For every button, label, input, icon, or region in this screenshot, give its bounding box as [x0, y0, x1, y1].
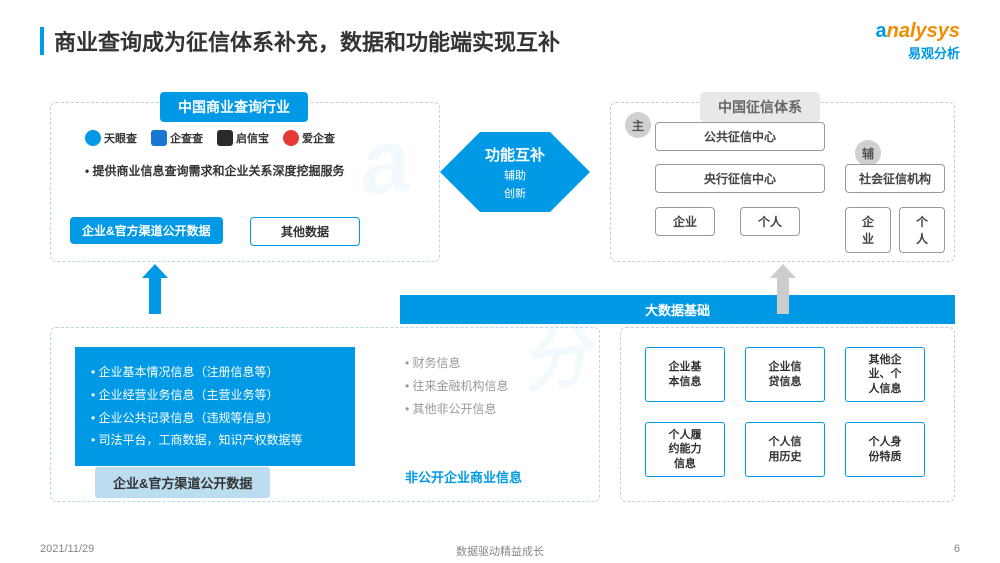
footer-tagline: 数据驱动精益成长	[456, 543, 544, 559]
center-main: 功能互补	[485, 144, 545, 165]
box-central-bank: 央行征信中心	[655, 164, 825, 193]
blue-item: 企业经营业务信息（主营业务等）	[91, 384, 339, 407]
info-chip: 其他企业、个人信息	[845, 347, 925, 402]
band-bigdata: 大数据基础	[400, 295, 955, 324]
slide-title: 商业查询成为征信体系补充，数据和功能端实现互补	[54, 25, 560, 57]
gray-item: 财务信息	[405, 352, 509, 375]
company-tianyancha: 天眼查	[85, 130, 137, 146]
center-sub2: 创新	[504, 185, 526, 201]
right-section-title: 中国征信体系	[700, 92, 820, 122]
blue-info-block: 企业基本情况信息（注册信息等） 企业经营业务信息（主营业务等） 企业公共记录信息…	[75, 347, 355, 466]
diagram-canvas: a 分 中国商业查询行业 天眼查 企查查 启信宝 爱企查 提供商业信息查询需求和…	[0, 72, 1000, 542]
box-enterprise: 企业	[655, 207, 715, 236]
arrow-right-icon	[550, 132, 590, 212]
info-chip: 企业基本信息	[645, 347, 725, 402]
logo-main: analysys	[875, 20, 960, 43]
box-public-credit: 公共征信中心	[655, 122, 825, 151]
badge-aux: 辅	[855, 140, 881, 166]
chip-public-data: 企业&官方渠道公开数据	[70, 217, 223, 244]
arrow-up-gray-icon	[770, 264, 796, 299]
slide-header: 商业查询成为征信体系补充，数据和功能端实现互补 analysys 易观分析	[0, 0, 1000, 72]
company-qichacha: 企查查	[151, 130, 203, 146]
analysys-logo: analysys 易观分析	[875, 20, 960, 62]
blue-item: 企业公共记录信息（违规等信息）	[91, 407, 339, 430]
left-desc: 提供商业信息查询需求和企业关系深度挖掘服务	[85, 162, 345, 179]
gray-info-list: 财务信息 往来金融机构信息 其他非公开信息	[405, 352, 509, 420]
center-bidir-arrow: 功能互补 辅助 创新	[440, 132, 590, 212]
blue-item: 司法平台，工商数据，知识产权数据等	[91, 429, 339, 452]
arrow-left-icon	[440, 132, 480, 212]
title-accent-bar	[40, 27, 44, 55]
info-chip: 企业信贷信息	[745, 347, 825, 402]
footer-page: 6	[954, 543, 960, 555]
logo-sub: 易观分析	[875, 43, 960, 62]
gray-item: 其他非公开信息	[405, 398, 509, 421]
arrow-up-blue-icon	[142, 264, 168, 314]
slide-footer: 2021/11/29 数据驱动精益成长 6	[0, 543, 1000, 555]
company-aiqicha: 爱企查	[283, 130, 335, 146]
box-social-credit: 社会征信机构	[845, 164, 945, 193]
company-qixinbao: 启信宝	[217, 130, 269, 146]
box-aux-enterprise: 企业	[845, 207, 891, 253]
company-row: 天眼查 企查查 启信宝 爱企查	[85, 130, 335, 146]
title-wrap: 商业查询成为征信体系补充，数据和功能端实现互补	[40, 25, 560, 57]
center-label: 功能互补 辅助 创新	[480, 132, 550, 212]
info-chip: 个人身份特质	[845, 422, 925, 477]
left-section-title: 中国商业查询行业	[160, 92, 308, 122]
info-chip: 个人信用历史	[745, 422, 825, 477]
center-sub1: 辅助	[504, 167, 526, 183]
caption-public-data: 企业&官方渠道公开数据	[95, 467, 270, 498]
box-aux-individual: 个人	[899, 207, 945, 253]
blue-item: 企业基本情况信息（注册信息等）	[91, 361, 339, 384]
chip-other-data: 其他数据	[250, 217, 360, 246]
badge-main: 主	[625, 112, 651, 138]
box-individual: 个人	[740, 207, 800, 236]
gray-item: 往来金融机构信息	[405, 375, 509, 398]
caption-nonpublic: 非公开企业商业信息	[405, 467, 522, 486]
footer-date: 2021/11/29	[40, 543, 94, 555]
info-chip: 个人履约能力信息	[645, 422, 725, 477]
